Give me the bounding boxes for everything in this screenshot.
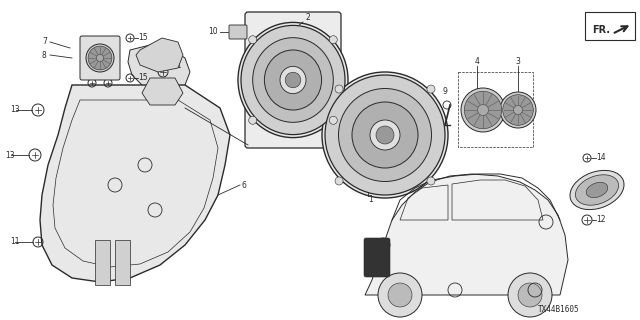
Circle shape [378, 273, 422, 317]
Text: 11: 11 [172, 60, 182, 69]
Ellipse shape [575, 175, 619, 205]
Polygon shape [128, 45, 190, 92]
Ellipse shape [339, 89, 431, 181]
Text: 4: 4 [475, 58, 479, 67]
Polygon shape [136, 38, 183, 72]
Text: 8: 8 [42, 51, 47, 60]
Circle shape [376, 126, 394, 144]
Text: 2: 2 [305, 13, 310, 22]
Ellipse shape [253, 38, 333, 122]
Circle shape [477, 105, 488, 116]
Text: 11: 11 [10, 237, 19, 246]
Ellipse shape [322, 72, 448, 198]
Circle shape [335, 177, 343, 185]
Ellipse shape [570, 170, 624, 210]
Circle shape [461, 88, 505, 132]
Circle shape [249, 116, 257, 124]
Text: 12: 12 [596, 215, 605, 225]
Text: 5: 5 [610, 183, 615, 193]
Polygon shape [142, 78, 183, 105]
Circle shape [86, 44, 114, 72]
Ellipse shape [264, 50, 322, 110]
Ellipse shape [325, 75, 445, 195]
Text: FR.: FR. [592, 25, 610, 35]
FancyBboxPatch shape [245, 12, 341, 148]
Text: 10: 10 [209, 28, 218, 36]
Polygon shape [115, 240, 130, 285]
Text: 9: 9 [443, 87, 447, 97]
Circle shape [518, 283, 542, 307]
Text: 3: 3 [516, 58, 520, 67]
Ellipse shape [241, 25, 345, 135]
FancyBboxPatch shape [364, 238, 390, 277]
Polygon shape [95, 240, 110, 285]
Circle shape [427, 177, 435, 185]
Circle shape [427, 85, 435, 93]
Circle shape [97, 54, 104, 61]
Ellipse shape [586, 182, 608, 198]
Circle shape [335, 85, 343, 93]
Text: 13: 13 [5, 150, 15, 159]
Circle shape [464, 91, 502, 129]
Circle shape [502, 95, 533, 125]
Circle shape [500, 92, 536, 128]
Circle shape [388, 283, 412, 307]
Text: 15: 15 [138, 34, 148, 43]
Circle shape [249, 36, 257, 44]
Text: 6: 6 [242, 180, 247, 189]
Text: 14: 14 [596, 154, 605, 163]
Ellipse shape [370, 120, 400, 150]
Text: 1: 1 [368, 196, 372, 204]
Text: TX44B1605: TX44B1605 [538, 306, 580, 315]
Text: 15: 15 [138, 74, 148, 83]
Ellipse shape [280, 66, 306, 94]
Circle shape [330, 116, 337, 124]
Circle shape [513, 106, 522, 115]
Circle shape [330, 36, 337, 44]
Polygon shape [40, 85, 230, 282]
Circle shape [88, 46, 112, 70]
Ellipse shape [238, 22, 348, 138]
Circle shape [285, 72, 301, 88]
Polygon shape [365, 174, 568, 295]
FancyBboxPatch shape [229, 25, 247, 39]
FancyBboxPatch shape [80, 36, 120, 80]
Text: 7: 7 [42, 37, 47, 46]
Text: 13: 13 [10, 106, 20, 115]
Circle shape [508, 273, 552, 317]
Ellipse shape [352, 102, 418, 168]
